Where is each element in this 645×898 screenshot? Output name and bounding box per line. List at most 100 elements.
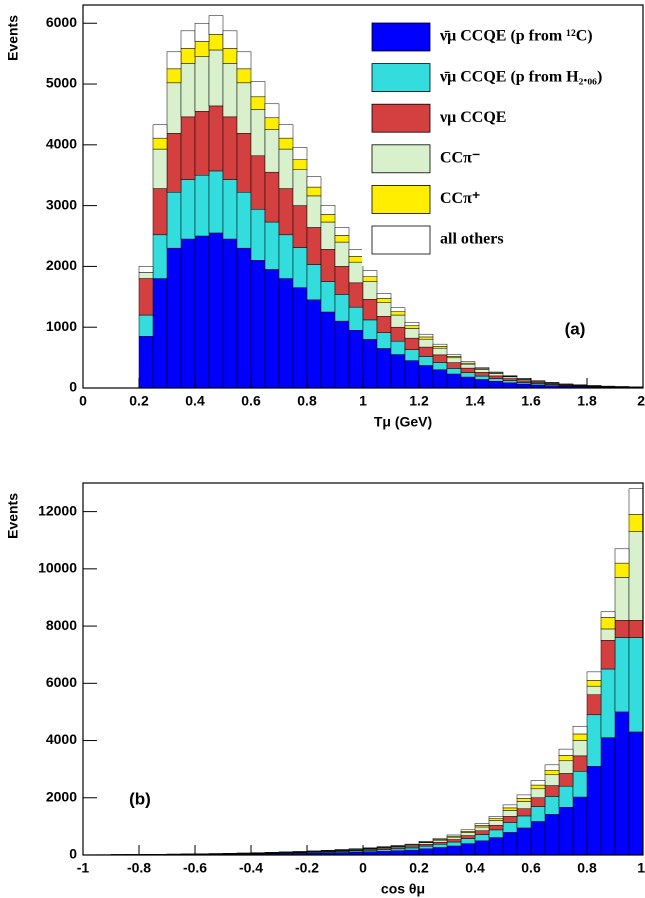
histogram-bin — [446, 845, 462, 856]
histogram-bin — [488, 818, 504, 821]
histogram-bin — [222, 48, 238, 64]
histogram-bin — [306, 264, 322, 301]
histogram-bin — [390, 848, 406, 851]
histogram-bin — [558, 807, 574, 856]
histogram-bin — [474, 372, 490, 377]
histogram-bin — [488, 373, 504, 377]
histogram-bin — [404, 337, 420, 350]
legend: ν̄μ CCQE (p from ¹²C) ν̄μ CCQE (p from H₂… — [362, 18, 642, 266]
x-tick-label: 0.8 — [577, 860, 597, 876]
histogram-bin — [530, 797, 546, 807]
x-tick-label: 0.6 — [241, 393, 261, 409]
histogram-bin — [362, 276, 378, 282]
histogram-bin — [334, 294, 350, 322]
legend-label: νμ CCQE — [439, 109, 506, 126]
histogram-bin — [586, 671, 602, 681]
histogram-bin — [404, 325, 420, 329]
histogram-bin — [586, 685, 602, 696]
histogram-bin — [502, 375, 518, 377]
histogram-bin — [558, 785, 574, 808]
histogram-bin — [222, 116, 238, 180]
histogram-bin — [474, 834, 490, 842]
histogram-bin — [418, 336, 434, 340]
legend-label: ν̄μ CCQE (p from H₂.₀₆) — [439, 68, 602, 85]
histogram-bin — [432, 369, 448, 389]
histogram-bin — [208, 105, 224, 172]
histogram-bin — [404, 322, 420, 326]
histogram-bin — [516, 798, 532, 802]
x-tick-label: 1.6 — [521, 393, 541, 409]
histogram-bin — [348, 249, 364, 257]
y-tick-label: 6000 — [46, 14, 77, 30]
histogram-bin — [222, 30, 238, 49]
legend-swatch — [371, 144, 431, 174]
histogram-bin — [446, 841, 462, 847]
histogram-bin — [460, 835, 476, 839]
y-tick-label: 4000 — [46, 136, 77, 152]
histogram-bin — [460, 843, 476, 856]
histogram-bin — [138, 272, 154, 279]
x-tick-label: 0.8 — [297, 393, 317, 409]
histogram-bin — [502, 378, 518, 382]
histogram-bin — [418, 840, 434, 843]
histogram-bin — [628, 488, 644, 515]
histogram-bin — [530, 784, 546, 790]
histogram-bin — [208, 34, 224, 51]
histogram-bin — [320, 249, 336, 282]
histogram-bin — [586, 714, 602, 767]
histogram-bin — [432, 347, 448, 356]
histogram-bin — [320, 221, 336, 250]
histogram-bin — [166, 68, 182, 84]
histogram-bin — [488, 837, 504, 856]
histogram-bin — [600, 617, 616, 630]
x-tick-label: 1.2 — [409, 393, 429, 409]
y-tick-label: 8000 — [46, 617, 77, 633]
histogram-bin — [166, 82, 182, 134]
legend-swatch — [371, 63, 431, 92]
histogram-bin — [390, 314, 406, 328]
histogram-bin — [572, 796, 588, 856]
histogram-bin — [348, 329, 364, 389]
histogram-bin — [194, 174, 210, 237]
histogram-bin — [488, 820, 504, 826]
x-tick-label: -0.8 — [127, 860, 151, 876]
histogram-bin — [180, 179, 196, 240]
histogram-bin — [460, 367, 476, 373]
histogram-bin — [488, 378, 504, 382]
histogram-bin — [432, 354, 448, 363]
histogram-bin — [502, 804, 518, 809]
histogram-bin — [488, 829, 504, 838]
x-tick-label: -0.2 — [295, 860, 319, 876]
histogram-bin — [376, 298, 392, 303]
legend-swatch — [371, 103, 431, 133]
histogram-bin — [194, 111, 210, 176]
histogram-bin — [488, 375, 504, 379]
legend-label: CCπ⁺ — [440, 190, 480, 207]
histogram-bin — [474, 830, 490, 835]
histogram-bin — [250, 155, 266, 210]
histogram-bin — [404, 843, 420, 846]
histogram-bin — [628, 531, 644, 621]
histogram-bin — [474, 826, 490, 832]
histogram-bin — [614, 577, 630, 621]
histogram-bin — [292, 205, 308, 248]
histogram-bin — [404, 849, 420, 856]
histogram-bin — [264, 103, 280, 119]
histogram-bin — [544, 796, 560, 815]
histogram-bin — [362, 319, 378, 340]
histogram-bin — [446, 839, 462, 843]
histogram-bin — [572, 733, 588, 741]
x-tick-label: 1 — [637, 860, 645, 876]
histogram-bin — [404, 349, 420, 361]
histogram-bin — [460, 376, 476, 389]
x-tick-label: 2 — [637, 393, 645, 409]
histogram-bin — [208, 15, 224, 35]
histogram-bin — [250, 81, 266, 98]
histogram-bin — [516, 794, 532, 799]
histogram-bin — [334, 241, 350, 267]
x-tick-label: 1.8 — [577, 393, 597, 409]
y-tick-label: 10000 — [38, 560, 77, 576]
histogram-bin — [180, 63, 196, 118]
histogram-bin — [222, 63, 238, 118]
histogram-bin — [418, 333, 434, 338]
